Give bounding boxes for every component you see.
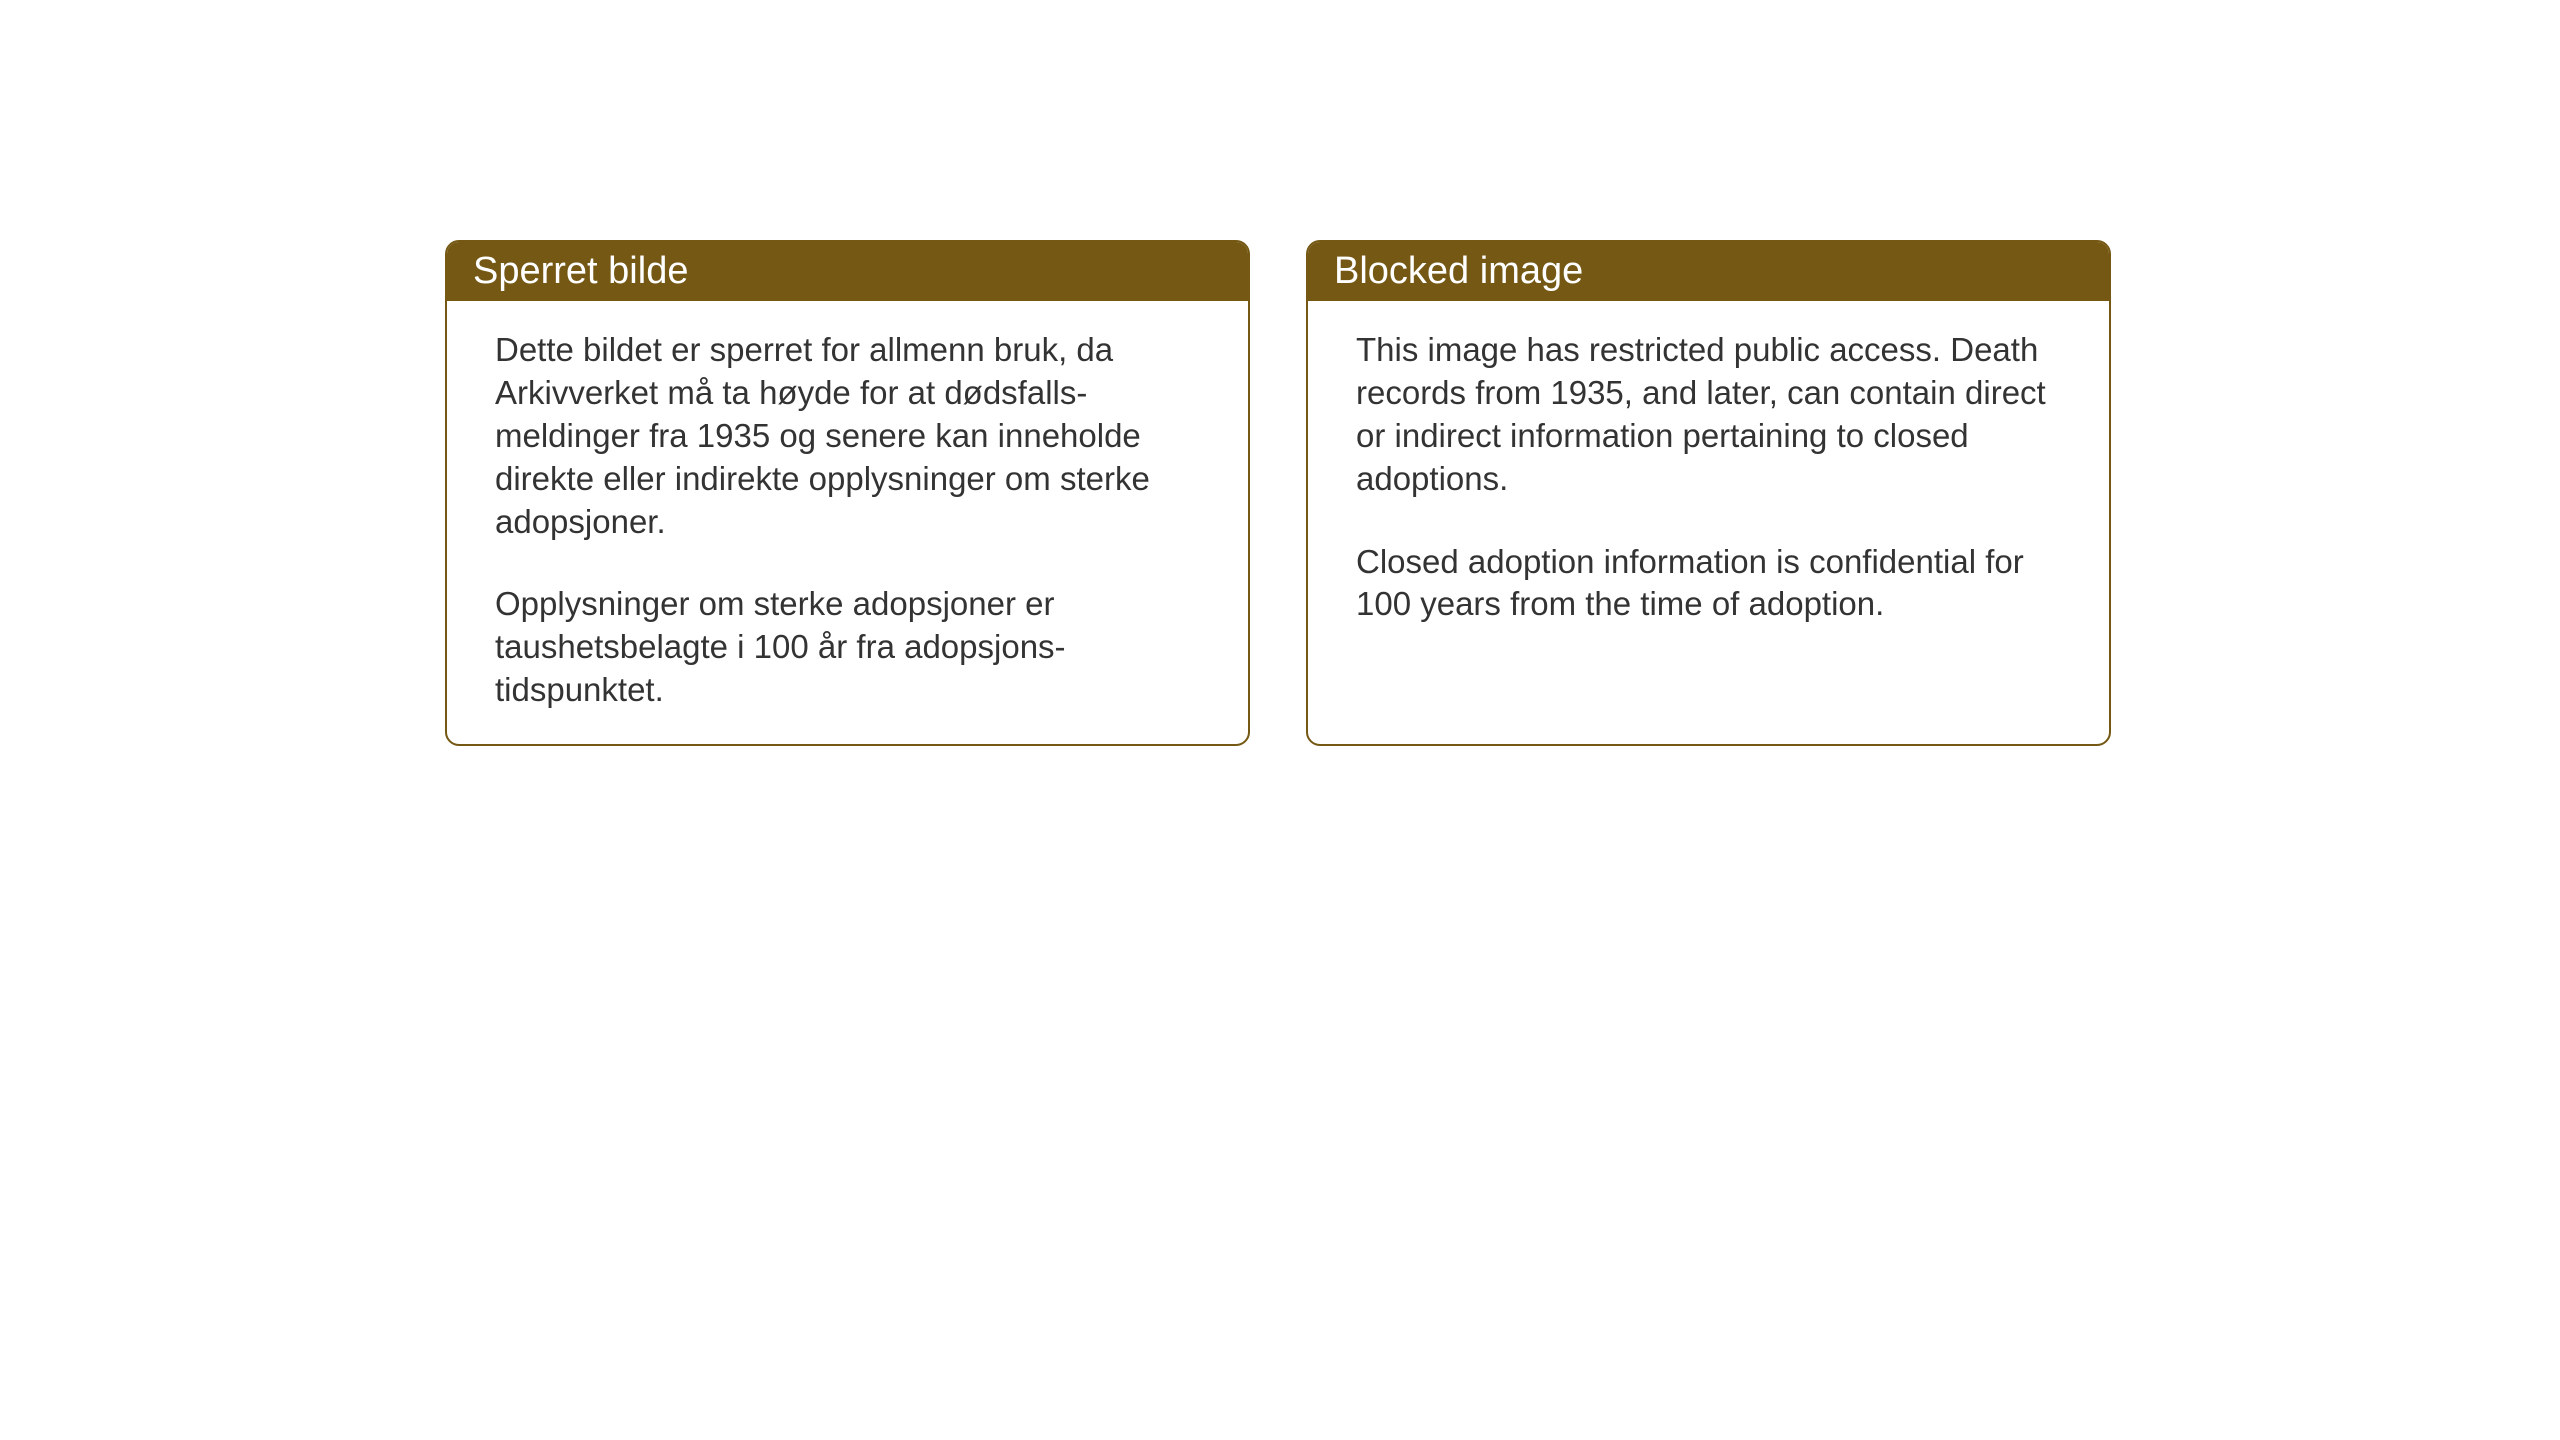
notice-body-norwegian: Dette bildet er sperret for allmenn bruk… bbox=[447, 301, 1248, 744]
notice-header-norwegian: Sperret bilde bbox=[447, 242, 1248, 301]
notice-paragraph-1-norwegian: Dette bildet er sperret for allmenn bruk… bbox=[495, 329, 1200, 543]
notice-paragraph-2-norwegian: Opplysninger om sterke adopsjoner er tau… bbox=[495, 583, 1200, 712]
notice-header-english: Blocked image bbox=[1308, 242, 2109, 301]
notice-paragraph-2-english: Closed adoption information is confident… bbox=[1356, 541, 2061, 627]
notice-container: Sperret bilde Dette bildet er sperret fo… bbox=[445, 240, 2111, 746]
notice-body-english: This image has restricted public access.… bbox=[1308, 301, 2109, 741]
notice-box-english: Blocked image This image has restricted … bbox=[1306, 240, 2111, 746]
notice-box-norwegian: Sperret bilde Dette bildet er sperret fo… bbox=[445, 240, 1250, 746]
notice-title-norwegian: Sperret bilde bbox=[473, 250, 688, 292]
notice-paragraph-1-english: This image has restricted public access.… bbox=[1356, 329, 2061, 501]
notice-title-english: Blocked image bbox=[1334, 250, 1583, 292]
